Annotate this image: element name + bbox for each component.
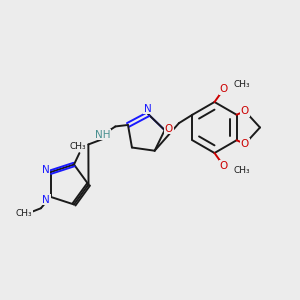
Text: O: O bbox=[165, 124, 173, 134]
Text: O: O bbox=[219, 84, 228, 94]
Text: CH₃: CH₃ bbox=[233, 167, 250, 176]
Text: NH: NH bbox=[95, 130, 110, 140]
Text: CH₃: CH₃ bbox=[70, 142, 86, 151]
Text: CH₃: CH₃ bbox=[16, 209, 32, 218]
Text: O: O bbox=[219, 160, 228, 171]
Text: O: O bbox=[241, 106, 249, 116]
Text: O: O bbox=[241, 139, 249, 149]
Text: N: N bbox=[42, 165, 50, 175]
Text: N: N bbox=[42, 195, 50, 205]
Text: CH₃: CH₃ bbox=[233, 80, 250, 88]
Text: N: N bbox=[144, 104, 152, 114]
